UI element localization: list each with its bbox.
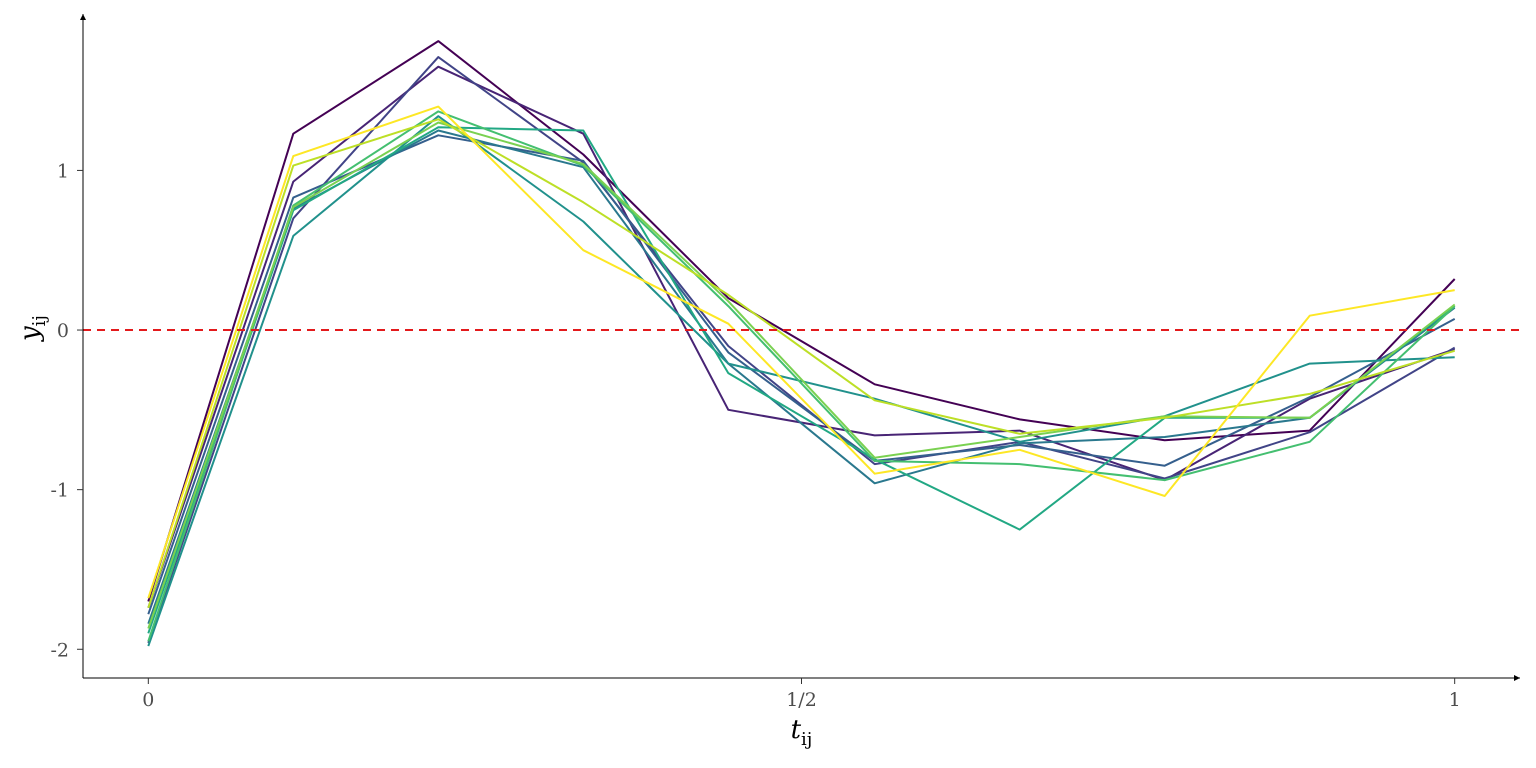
x-axis-title-subscript: ij xyxy=(801,729,812,750)
series-line-9 xyxy=(147,121,1456,629)
x-ticks: 0 1/2 1 xyxy=(142,678,1461,711)
x-tick-label-0: 0 xyxy=(142,689,154,711)
series-line-8 xyxy=(147,110,1456,642)
series-line-6 xyxy=(147,115,1455,647)
series-line-2 xyxy=(147,65,1456,609)
y-tick-label-2: 0 xyxy=(57,320,69,342)
y-tick-label-0: -2 xyxy=(50,639,69,661)
x-tick-label-1: 1/2 xyxy=(786,689,817,711)
y-tick-label-1: -1 xyxy=(50,480,69,502)
series-layer xyxy=(147,40,1456,647)
series-line-5 xyxy=(147,129,1456,625)
y-ticks: -2 -1 0 1 xyxy=(50,160,83,661)
y-tick-label-3: 1 xyxy=(57,160,69,182)
series-line-3 xyxy=(147,56,1456,644)
series-line-1 xyxy=(147,40,1456,602)
y-axis-title: yij xyxy=(15,315,50,342)
y-axis-title-subscript: ij xyxy=(29,315,50,326)
x-tick-label-2: 1 xyxy=(1449,689,1461,711)
x-axis-title-main: t xyxy=(791,715,802,745)
series-line-4 xyxy=(147,134,1456,615)
x-axis-title: tij xyxy=(791,715,813,750)
y-axis-title-main: y xyxy=(15,326,45,342)
series-line-11 xyxy=(147,105,1455,599)
